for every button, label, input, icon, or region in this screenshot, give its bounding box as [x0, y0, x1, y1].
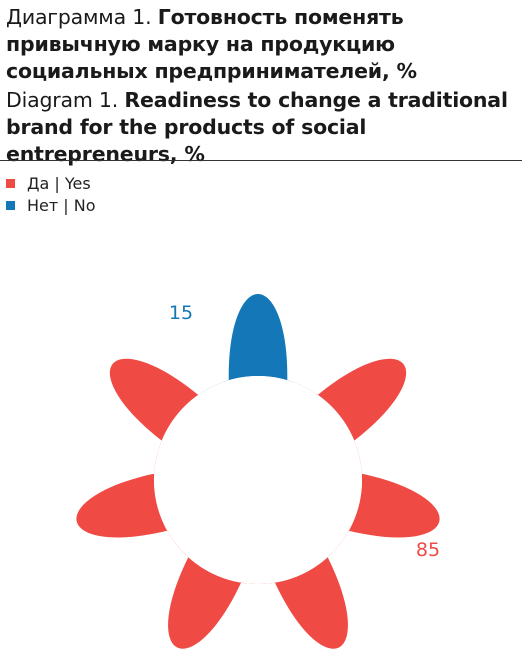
legend-item-no: Нет | No — [6, 194, 96, 216]
title-en-line-2: brand for the products of social entrepr… — [6, 114, 521, 168]
legend-swatch-yes — [6, 178, 15, 188]
legend-swatch-no — [6, 200, 15, 210]
chart-title: Диаграмма 1. Готовность поменять привычн… — [6, 4, 521, 168]
title-ru-text-3: социальных предпринимателей, % — [6, 59, 417, 83]
legend: Да | Yes Нет | No — [6, 172, 96, 216]
data-label-yes: 85 — [416, 539, 440, 561]
slice-yes — [76, 358, 440, 649]
title-en-text-1: Readiness to change a traditional — [124, 88, 508, 112]
legend-item-yes: Да | Yes — [6, 172, 96, 194]
title-ru-prefix: Диаграмма 1. — [6, 5, 152, 29]
title-ru-line-3: социальных предпринимателей, % — [6, 58, 521, 85]
title-en-line-1: Diagram 1. Readiness to change a traditi… — [6, 87, 521, 114]
title-ru-line-1: Диаграмма 1. Готовность поменять — [6, 4, 521, 31]
donut-hole — [154, 376, 362, 584]
title-ru-line-2: привычную марку на продукцию — [6, 31, 521, 58]
title-en-prefix: Diagram 1. — [6, 88, 119, 112]
legend-label-yes: Да | Yes — [27, 173, 91, 193]
title-divider — [0, 160, 522, 161]
title-ru-text-1: Готовность поменять — [157, 5, 404, 29]
title-en-text-2: brand for the products of social entrepr… — [6, 115, 367, 166]
legend-label-no: Нет | No — [27, 195, 96, 215]
title-ru-text-2: привычную марку на продукцию — [6, 32, 395, 56]
data-label-no: 15 — [169, 302, 193, 324]
